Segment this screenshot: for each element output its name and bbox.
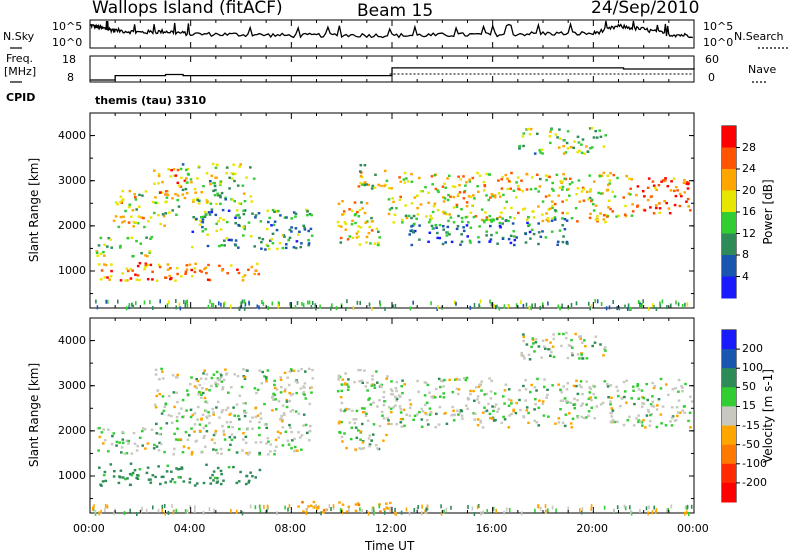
freq-tick-top: 18 xyxy=(62,53,76,66)
velocity-range-tick-1: 2000 xyxy=(58,423,86,437)
power-colorbar-tick-5: 24 xyxy=(742,162,756,175)
velocity-colorbar-tick-2: 50 xyxy=(742,380,756,394)
time-tick-label-1: 04:00 xyxy=(173,522,206,535)
power-colorbar-tick-1: 8 xyxy=(742,248,749,261)
velocity-colorbar-tick-6: -100 xyxy=(742,456,767,470)
freq-label: Freq. xyxy=(6,52,34,65)
date-title: 24/Sep/2010 xyxy=(591,0,700,18)
noise-tick-left-top: 10^5 xyxy=(52,20,83,33)
velocity-colorbar-tick-0: 200 xyxy=(742,342,763,356)
power-range-tick-0: 1000 xyxy=(58,263,86,277)
power-region-8 xyxy=(387,171,634,224)
power-region-3 xyxy=(153,168,187,196)
power-region-2 xyxy=(112,189,181,229)
velocity-ground-scatter xyxy=(91,504,693,516)
power-region-7 xyxy=(357,164,389,190)
power-colorbar-tick-3: 16 xyxy=(742,205,756,218)
power-colorbar-tick-4: 20 xyxy=(742,183,756,197)
velocity-colorbar-swatches xyxy=(722,330,736,503)
velocity-region-0 xyxy=(98,462,262,487)
power-colorbar-swatches xyxy=(722,126,736,299)
velocity-colorbar-tick-7: -200 xyxy=(742,475,767,489)
nsky-label: N.Sky xyxy=(3,30,35,43)
time-tick-label-2: 08:00 xyxy=(274,522,307,535)
power-colorbar-label: Power [dB] xyxy=(761,179,775,245)
velocity-region-2 xyxy=(152,367,315,456)
power-region-10 xyxy=(518,127,607,155)
velocity-colorbar-tick-4: -15 xyxy=(742,418,760,432)
velocity-region-3 xyxy=(336,368,389,452)
power-panel-frame xyxy=(89,112,695,309)
nsearch-label: N.Search xyxy=(734,30,784,43)
velocity-region-6 xyxy=(297,500,392,514)
velocity-range-tick-0: 1000 xyxy=(58,468,86,482)
noise-tick-right-top: 10^5 xyxy=(703,20,734,33)
station-title: Wallops Island (fitACF) xyxy=(92,0,283,18)
velocity-range-tick-2: 3000 xyxy=(58,378,86,392)
velocity-range-tick-3: 4000 xyxy=(58,333,86,347)
power-colorbar-tick-2: 12 xyxy=(742,226,756,240)
power-colorbar-tick-0: 4 xyxy=(742,269,749,283)
cpid-value: themis (tau) 3310 xyxy=(95,94,207,107)
time-tick-label-4: 16:00 xyxy=(475,522,508,535)
noise-tick-left-bottom: 10^0 xyxy=(52,36,83,49)
cpid-label: CPID xyxy=(6,91,36,104)
power-y-axis-label: Slant Range [km] xyxy=(27,157,41,263)
velocity-region-5 xyxy=(520,331,607,361)
time-tick-label-5: 20:00 xyxy=(576,522,609,535)
time-tick-label-6: 00:00 xyxy=(677,522,709,535)
freq-tick-bottom: 8 xyxy=(67,71,74,84)
power-colorbar-tick-6: 28 xyxy=(742,140,756,154)
time-tick-label-0: 00:00 xyxy=(73,522,105,535)
power-range-tick-2: 3000 xyxy=(58,173,86,187)
time-axis-label: Time UT xyxy=(365,539,415,553)
power-region-11 xyxy=(631,177,692,215)
noise-sky-series xyxy=(89,20,694,39)
power-ground-scatter xyxy=(95,299,689,311)
velocity-colorbar-tick-5: -50 xyxy=(742,437,760,451)
frequency-series xyxy=(90,67,695,81)
power-range-tick-1: 2000 xyxy=(58,218,86,232)
velocity-panel-frame xyxy=(89,317,695,514)
time-tick-label-3: 12:00 xyxy=(375,522,407,535)
beam-title: Beam 15 xyxy=(357,1,434,21)
velocity-region-1 xyxy=(96,426,154,455)
velocity-region-4 xyxy=(387,376,694,429)
noise-tick-right-bottom: 10^0 xyxy=(703,36,734,49)
power-region-0 xyxy=(97,262,261,282)
power-region-9 xyxy=(408,216,569,247)
velocity-colorbar-label: Velocity [m s-1] xyxy=(761,369,775,463)
power-region-1 xyxy=(95,235,154,258)
velocity-colorbar-tick-1: 100 xyxy=(742,361,763,375)
power-region-5 xyxy=(191,208,314,251)
velocity-y-axis-label: Slant Range [km] xyxy=(27,362,41,468)
freq-unit-label: [MHz] xyxy=(4,65,37,78)
power-range-tick-3: 4000 xyxy=(58,128,86,142)
velocity-colorbar-tick-3: 15 xyxy=(742,399,756,413)
power-region-4 xyxy=(178,162,256,206)
nave-label: Nave xyxy=(748,63,777,76)
power-region-6 xyxy=(336,200,381,247)
nave-tick-top: 60 xyxy=(705,53,719,66)
nave-tick-bottom: 0 xyxy=(708,71,715,84)
